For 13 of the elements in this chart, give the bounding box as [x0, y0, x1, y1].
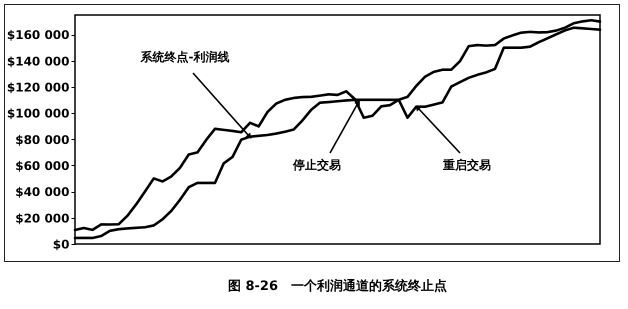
y-tick-label: $60 000 [15, 158, 70, 173]
y-tick-label: $0 [52, 238, 70, 252]
y-tick-label: $20 000 [15, 211, 70, 226]
y-tick-label: $140 000 [6, 54, 70, 68]
text: 图 8-26 一个利润通道的系统终止点 [228, 278, 448, 294]
y-tick-label: $160 000 [6, 28, 70, 42]
y-tick-label: $120 000 [6, 80, 70, 94]
annotation: 系统终点-利润线 [140, 50, 230, 64]
y-tick-label: $80 000 [15, 132, 70, 147]
annotation: 停止交易 [292, 158, 341, 172]
y-tick-label: $40 000 [15, 185, 70, 200]
y-tick-label: $100 000 [6, 106, 70, 121]
annotation: 重启交易 [442, 158, 491, 172]
